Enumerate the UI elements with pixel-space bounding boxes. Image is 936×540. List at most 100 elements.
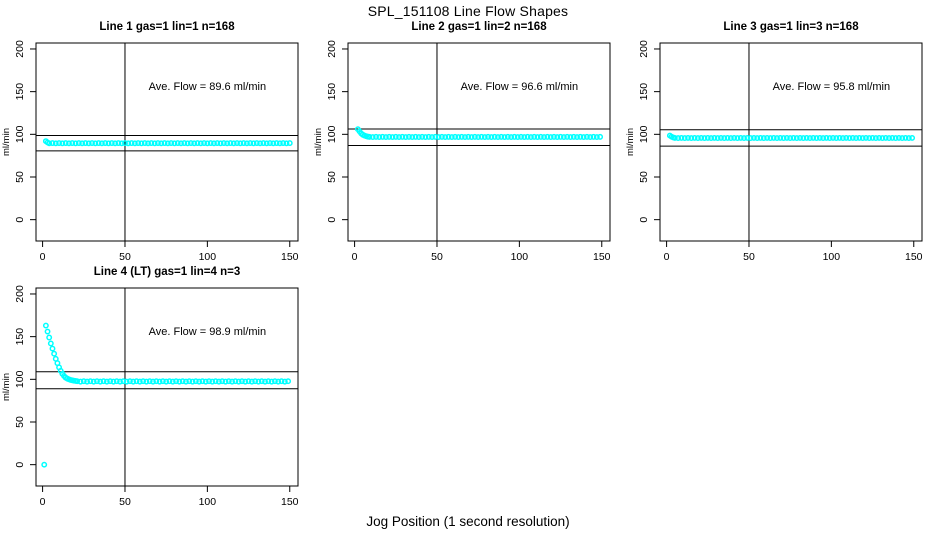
y-tick-label: 100 [14, 125, 26, 143]
data-point [787, 135, 794, 142]
x-tick-label: 0 [664, 251, 670, 263]
data-point [163, 378, 170, 385]
data-point [681, 135, 688, 142]
data-point [892, 135, 899, 142]
data-point [74, 378, 81, 385]
data-point [131, 140, 138, 147]
data-point [49, 345, 56, 352]
data-point [258, 378, 265, 385]
data-point [764, 134, 771, 141]
data-point [780, 135, 787, 142]
data-point [527, 134, 534, 141]
y-tick-label: 0 [14, 462, 26, 468]
data-point [869, 134, 876, 141]
x-tick-label: 50 [119, 251, 131, 263]
data-point [886, 135, 892, 142]
data-point [94, 378, 100, 385]
data-point [560, 134, 567, 141]
data-point [215, 378, 222, 385]
data-point [909, 134, 916, 141]
data-point [435, 134, 442, 141]
data-point [557, 133, 564, 140]
data-point [455, 134, 462, 141]
data-point [265, 378, 272, 385]
data-point [551, 133, 557, 140]
data-point [432, 133, 439, 140]
data-point [159, 378, 166, 385]
data-point [285, 378, 292, 385]
data-point [245, 378, 252, 385]
x-axis-label: Jog Position (1 second resolution) [366, 514, 570, 529]
data-point [714, 135, 721, 142]
data-point [212, 378, 219, 385]
data-point [564, 133, 571, 140]
y-tick-label: 100 [14, 370, 26, 388]
data-point [846, 135, 853, 142]
data-point [399, 133, 406, 140]
data-point [574, 134, 580, 141]
data-point [80, 378, 87, 385]
data-point [125, 140, 132, 147]
data-point [863, 134, 869, 141]
data-point [866, 135, 873, 142]
data-point [899, 135, 906, 142]
data-point [859, 135, 866, 142]
data-point [544, 133, 551, 140]
data-point [856, 134, 863, 141]
x-tick-label: 50 [431, 251, 443, 263]
data-point [151, 140, 158, 147]
data-point [836, 134, 843, 141]
data-point [158, 140, 165, 147]
data-point [422, 134, 429, 141]
data-point [199, 378, 206, 385]
y-axis-label: ml/min [1, 128, 12, 156]
data-point [810, 134, 817, 141]
data-point [232, 378, 239, 385]
data-point [849, 134, 856, 141]
data-point [678, 134, 685, 141]
data-point [721, 135, 728, 142]
data-point [485, 133, 492, 140]
data-point [731, 134, 738, 141]
data-point [115, 140, 122, 147]
data-point [826, 135, 833, 142]
plot-box [659, 42, 923, 242]
avg-flow-annotation: Ave. Flow = 98.9 ml/min [149, 326, 266, 338]
data-point [419, 133, 426, 140]
data-point [494, 134, 501, 141]
data-point [173, 378, 180, 385]
panel-title: Line 4 (LT) gas=1 lin=4 n=3 [94, 266, 240, 278]
data-point [853, 135, 860, 142]
data-point [777, 134, 784, 141]
data-point [166, 378, 173, 385]
data-point [820, 135, 827, 142]
data-point [98, 140, 105, 147]
data-point [396, 134, 403, 141]
data-point [90, 378, 97, 385]
data-point [793, 135, 800, 142]
data-point [92, 140, 99, 147]
data-point [150, 378, 156, 385]
data-point [806, 135, 813, 142]
line-3-flow-chart: Line 3 gas=1 lin=3 n=168 0 50 100 150 0 50 100 1… [625, 21, 923, 263]
data-point [508, 134, 515, 141]
data-point [452, 133, 459, 140]
data-point [275, 378, 282, 385]
data-point [583, 133, 590, 140]
y-axis-label: ml/min [313, 128, 324, 156]
x-tick-label: 100 [511, 251, 529, 263]
data-point [97, 378, 104, 385]
data-point [541, 134, 548, 141]
x-tick-label: 0 [352, 251, 358, 263]
data-point [204, 140, 211, 147]
data-point [145, 140, 152, 147]
y-axis-label: ml/min [1, 373, 12, 401]
data-point [547, 134, 554, 141]
data-point [95, 140, 102, 147]
data-point [250, 140, 257, 147]
data-point [130, 378, 137, 385]
data-point [718, 134, 724, 141]
data-point [286, 140, 293, 147]
x-tick-label: 0 [40, 496, 46, 508]
data-point [754, 135, 761, 142]
